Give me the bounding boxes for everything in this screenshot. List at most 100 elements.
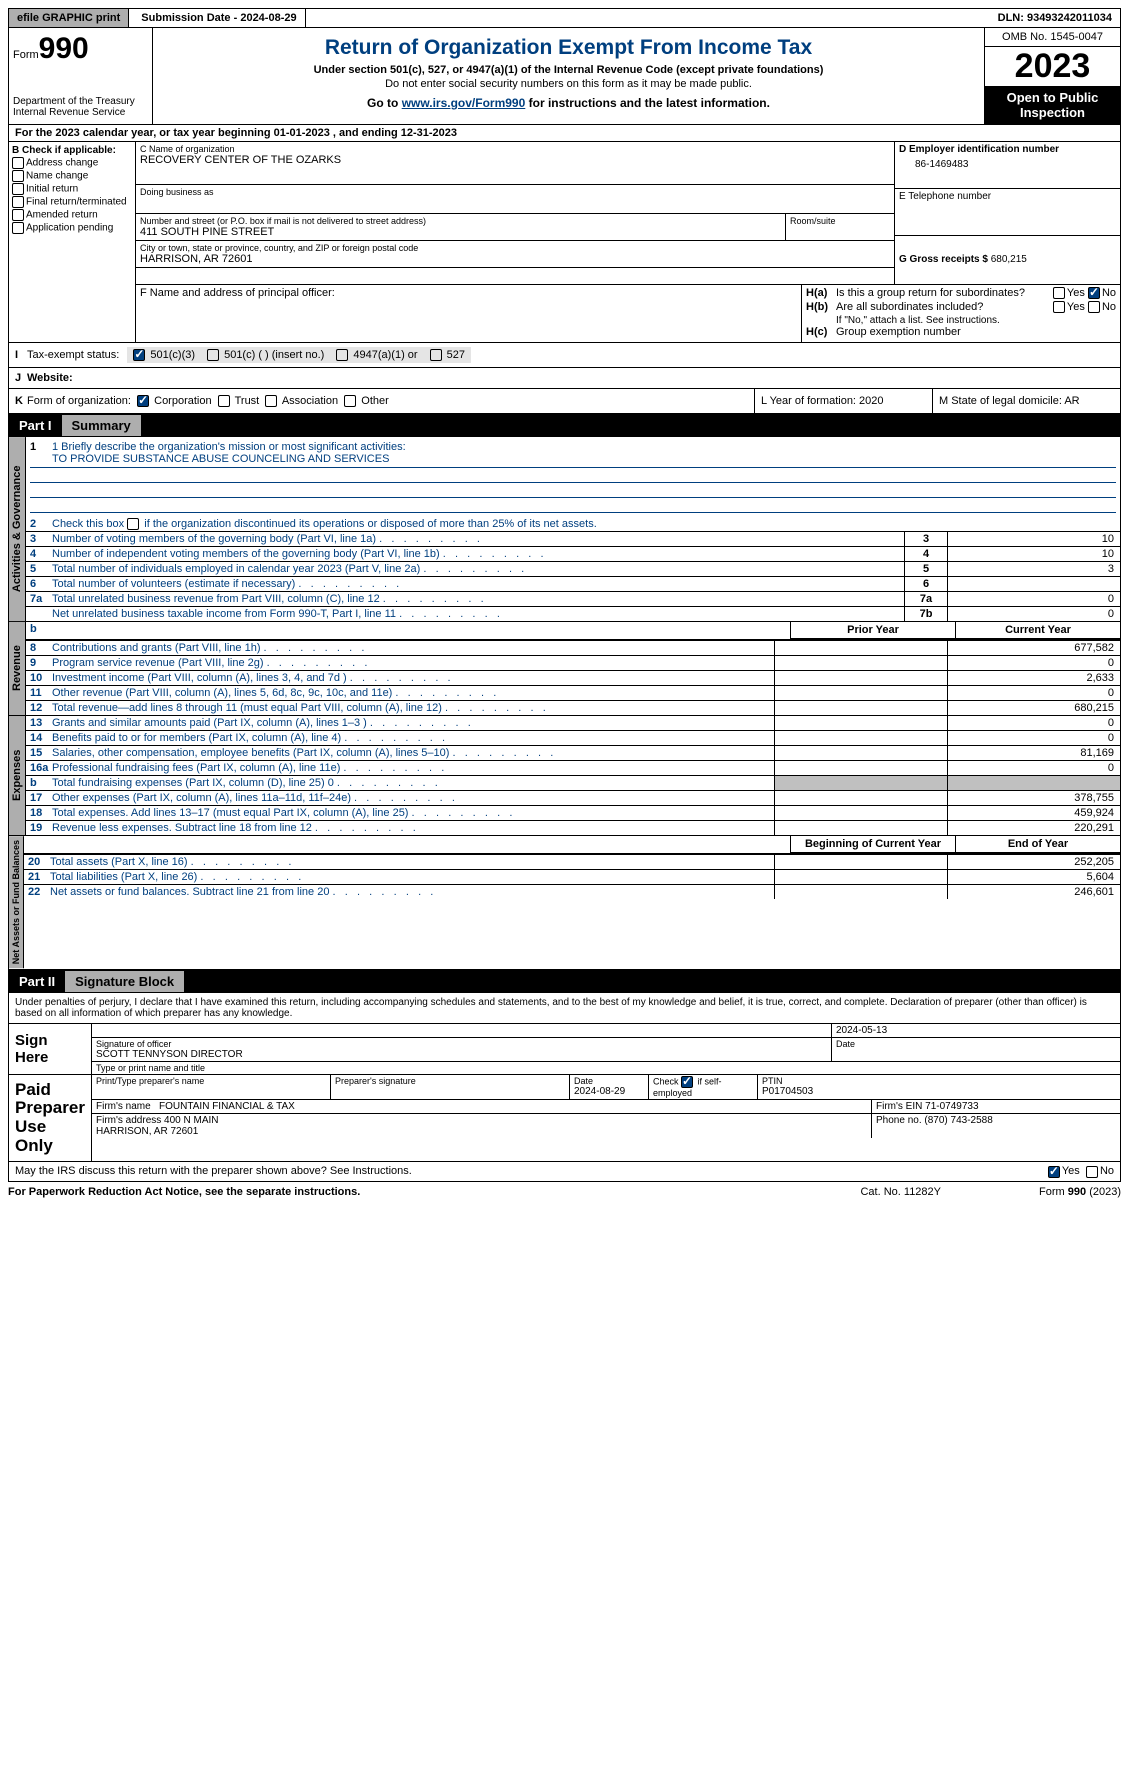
subtitle-1: Under section 501(c), 527, or 4947(a)(1)… (157, 64, 980, 76)
h-b-yes-ck[interactable] (1053, 301, 1065, 313)
summary-line: 22Net assets or fund balances. Subtract … (24, 884, 1120, 899)
may-irs-yes-ck[interactable] (1048, 1166, 1060, 1178)
h-b-lbl: H(b) (806, 301, 836, 313)
ptin-lbl: PTIN (762, 1076, 1116, 1086)
summary-line: 12Total revenue—add lines 8 through 11 (… (26, 700, 1120, 715)
summary-line: 10Investment income (Part VIII, column (… (26, 670, 1120, 685)
sig-date-row: 2024-05-13 (92, 1024, 1120, 1038)
footer-right: Form 990 (2023) (941, 1186, 1121, 1198)
chk-final-return[interactable]: Final return/terminated (12, 196, 132, 208)
part-1-num: Part I (9, 415, 62, 436)
submission-date: Submission Date - 2024-08-29 (133, 9, 305, 27)
firm-addr-lbl: Firm's address (96, 1115, 161, 1126)
b-opt-0: Address change (26, 158, 98, 169)
mission-block: 11 Briefly describe the organization's m… (26, 437, 1120, 517)
h-c-row: H(c) Group exemption number (806, 326, 1116, 338)
goto-line: Go to www.irs.gov/Form990 for instructio… (157, 96, 980, 110)
summary-line: 14Benefits paid to or for members (Part … (26, 731, 1120, 746)
summary-line: 4Number of independent voting members of… (26, 546, 1120, 561)
k-assoc[interactable]: Association (265, 395, 338, 407)
prep-sig-lbl: Preparer's signature (331, 1075, 570, 1099)
c-room: Room/suite (785, 214, 894, 241)
d-tel: E Telephone number (895, 189, 1120, 236)
may-irs-no-ck[interactable] (1086, 1166, 1098, 1178)
chk-name-change[interactable]: Name change (12, 170, 132, 182)
c-top-left: C Name of organization RECOVERY CENTER O… (136, 142, 895, 284)
section-governance: Activities & Governance 11 Briefly descr… (9, 437, 1120, 622)
prep-ptin-cell: PTINP01704503 (758, 1075, 1120, 1099)
sig-date: 2024-05-13 (832, 1024, 1120, 1037)
h-a-yes: Yes (1067, 287, 1085, 299)
line-a: For the 2023 calendar year, or tax year … (8, 125, 1121, 142)
open-inspection: Open to Public Inspection (985, 86, 1120, 124)
chk-amended-return[interactable]: Amended return (12, 209, 132, 221)
f-lbl: F Name and address of principal officer: (140, 287, 335, 299)
k-trust[interactable]: Trust (218, 395, 260, 407)
summary-line: 16aProfessional fundraising fees (Part I… (26, 761, 1120, 776)
k-other[interactable]: Other (344, 395, 389, 407)
efile-print-btn[interactable]: efile GRAPHIC print (9, 9, 129, 27)
chk-app-pending[interactable]: Application pending (12, 222, 132, 234)
phone-lbl: Phone no. (876, 1115, 922, 1126)
perjury-text: Under penalties of perjury, I declare th… (9, 993, 1120, 1023)
c-city-lbl: City or town, state or province, country… (140, 243, 890, 253)
row-ijk: I Tax-exempt status: 501(c)(3) 501(c) ( … (8, 343, 1121, 414)
c-name-val: RECOVERY CENTER OF THE OZARKS (140, 154, 890, 166)
rev-rows-container: 8Contributions and grants (Part VIII, li… (26, 640, 1120, 715)
i-o2: 501(c) ( ) (insert no.) (224, 349, 324, 361)
prep-date-lbl: Date (574, 1076, 644, 1086)
gov-rows-container: 3Number of voting members of the governi… (26, 531, 1120, 621)
section-expenses: Expenses 13Grants and similar amounts pa… (9, 716, 1120, 836)
f-principal-officer: F Name and address of principal officer: (136, 285, 801, 342)
summary-line: 18Total expenses. Add lines 13–17 (must … (26, 806, 1120, 821)
sign-here-row: Sign Here 2024-05-13 Signature of office… (9, 1023, 1120, 1074)
summary-line: 20Total assets (Part X, line 16)252,205 (24, 854, 1120, 869)
i-status-grp: 501(c)(3) 501(c) ( ) (insert no.) 4947(a… (127, 347, 471, 363)
self-employed-ck[interactable] (681, 1076, 693, 1088)
h-a-yes-ck[interactable] (1053, 287, 1065, 299)
c-addr-row: Number and street (or P.O. box if mail i… (136, 214, 894, 241)
l2-text: Check this box Check this box if the org… (52, 518, 1116, 530)
summary-line: Net unrelated business taxable income fr… (26, 606, 1120, 621)
c-city: City or town, state or province, country… (136, 241, 894, 268)
k-l-year: L Year of formation: 2020 (754, 389, 932, 413)
may-irs-yes: Yes (1062, 1165, 1080, 1177)
page-footer: For Paperwork Reduction Act Notice, see … (8, 1182, 1121, 1198)
i-501c[interactable]: 501(c) ( ) (insert no.) (207, 349, 324, 361)
i-501c3[interactable]: 501(c)(3) (133, 349, 195, 361)
chk-initial-return[interactable]: Initial return (12, 183, 132, 195)
tab-net-assets: Net Assets or Fund Balances (9, 836, 24, 968)
l1-num: 1 (30, 441, 52, 453)
h-a-no-ck[interactable] (1088, 287, 1100, 299)
form-prefix: Form (13, 49, 39, 61)
h-a-txt: Is this a group return for subordinates? (836, 287, 1053, 299)
h-block: H(a) Is this a group return for subordin… (801, 285, 1120, 342)
may-irs-no: No (1100, 1165, 1114, 1177)
c-dba: Doing business as (136, 185, 894, 214)
dln-val: 93493242011034 (1027, 12, 1112, 24)
row-j: J Website: (9, 368, 1120, 389)
k-corp[interactable]: Corporation (137, 395, 212, 407)
b-opt-5: Application pending (26, 223, 113, 234)
net-hdr-py: Beginning of Current Year (790, 836, 955, 853)
h-b-note: If "No," attach a list. See instructions… (806, 315, 1116, 326)
i-o4: 527 (447, 349, 465, 361)
prep-date-val: 2024-08-29 (574, 1086, 644, 1097)
l2-ck[interactable] (127, 518, 139, 530)
rev-b: b (26, 622, 790, 639)
i-4947[interactable]: 4947(a)(1) or (336, 349, 417, 361)
i-527[interactable]: 527 (430, 349, 465, 361)
d-gross-val: 680,215 (991, 254, 1027, 265)
h-b-no-ck[interactable] (1088, 301, 1100, 313)
column-c: C Name of organization RECOVERY CENTER O… (136, 142, 1120, 342)
chk-address-change[interactable]: Address change (12, 157, 132, 169)
summary-line: 19Revenue less expenses. Subtract line 1… (26, 821, 1120, 835)
part-1-title: Summary (62, 415, 141, 436)
part-2-num: Part II (9, 971, 65, 992)
goto-link[interactable]: www.irs.gov/Form990 (402, 96, 526, 110)
summary-line: 11Other revenue (Part VIII, column (A), … (26, 685, 1120, 700)
k-left: K Form of organization: Corporation Trus… (9, 389, 754, 413)
tab-expenses: Expenses (9, 716, 26, 835)
rev-hdr-cy: Current Year (955, 622, 1120, 639)
may-irs-text: May the IRS discuss this return with the… (15, 1165, 412, 1177)
